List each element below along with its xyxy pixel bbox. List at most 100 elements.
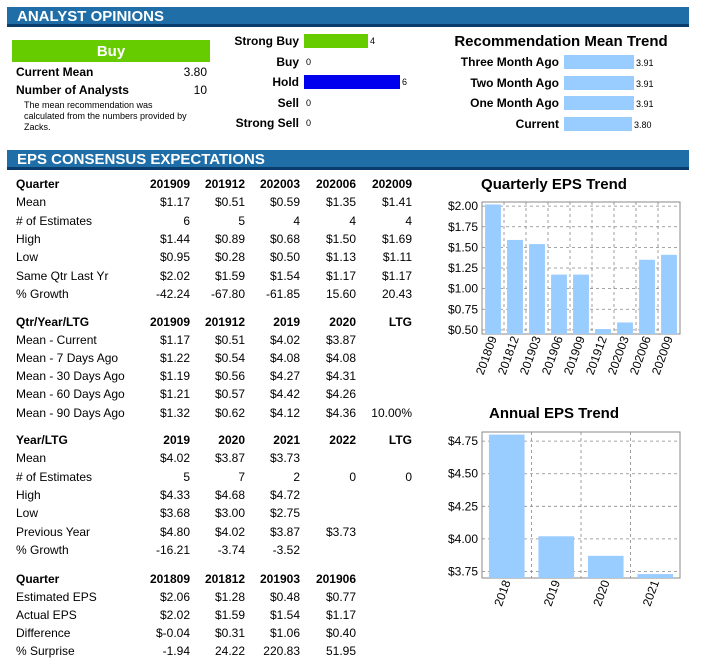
table-cell: -67.80 (210, 286, 245, 301)
table-cell: 0 (405, 469, 412, 484)
table-cell: $0.48 (269, 590, 300, 604)
table-cell: 7 (238, 469, 245, 484)
table-header: 201909 (149, 315, 190, 329)
row-label: Mean - 90 Days Ago (16, 405, 125, 420)
current-mean-value: 3.80 (183, 65, 207, 79)
bar (507, 239, 523, 334)
table-cell: $4.80 (159, 524, 190, 539)
y-tick-label: $1.25 (448, 261, 478, 275)
table-cell: $3.87 (325, 333, 356, 348)
table-cell: 5 (238, 213, 245, 228)
table-cell: $0.40 (325, 626, 356, 640)
bar (661, 254, 677, 334)
y-tick-label: $1.50 (448, 240, 478, 254)
table-cell: $3.87 (214, 451, 245, 466)
table-cell: 2 (293, 469, 300, 484)
table-cell: $4.27 (269, 369, 300, 384)
table-cell: 5 (183, 469, 190, 484)
y-tick-label: $1.75 (448, 220, 478, 234)
bar (637, 574, 674, 578)
table-cell: 0 (349, 469, 356, 484)
table-cell: 20.43 (381, 286, 412, 301)
table-cell: $4.08 (269, 351, 300, 366)
current-mean-label: Current Mean (16, 65, 94, 79)
table-header: 201906 (315, 572, 356, 586)
row-label: % Surprise (16, 644, 75, 658)
table-cell: $4.72 (269, 487, 300, 502)
table-header: Qtr/Year/LTG (16, 315, 90, 329)
row-label: Mean - 30 Days Ago (16, 369, 125, 384)
table-cell: $4.33 (159, 487, 190, 502)
y-tick-label: $4.75 (448, 434, 478, 448)
table-header: 2020 (329, 315, 356, 329)
table-cell: 4 (293, 213, 300, 228)
table-cell: $1.17 (159, 333, 190, 348)
row-label: Low (16, 506, 39, 521)
rec-count: 0 (306, 118, 312, 128)
table-header: LTG (388, 433, 412, 447)
rec-label: Hold (272, 75, 299, 89)
row-label: Difference (16, 626, 71, 640)
table-header: 202006 (315, 177, 356, 191)
table-cell: $1.06 (269, 626, 300, 640)
x-tick-label: 2020 (590, 578, 612, 608)
table-header: Year/LTG (16, 433, 68, 447)
table-cell: -16.21 (155, 542, 190, 557)
table-cell: 220.83 (263, 644, 300, 658)
bar (551, 274, 567, 334)
table-cell: $0.57 (214, 387, 245, 402)
table-cell: $3.68 (159, 506, 190, 521)
trend-title: Recommendation Mean Trend (454, 33, 668, 50)
rec-label: Buy (276, 54, 299, 69)
table-cell: $3.00 (214, 506, 245, 521)
rec-label: Strong Buy (234, 34, 299, 48)
y-tick-label: $0.75 (448, 302, 478, 316)
table-cell: -3.52 (272, 542, 300, 557)
row-label: Mean - 7 Days Ago (16, 351, 119, 366)
rec-label: Strong Sell (235, 116, 299, 130)
rec-bar (304, 34, 368, 48)
table-cell: $4.31 (325, 369, 356, 384)
bar (485, 204, 501, 334)
table-cell: -61.85 (265, 286, 300, 301)
x-tick-label: 2019 (541, 578, 563, 608)
bar (595, 329, 611, 334)
table-cell: $0.28 (214, 250, 245, 265)
annual-eps-chart: $3.75 $4.00 $4.25 $4.50 $4.75 2018 2019 2020 202… (448, 431, 681, 608)
table-header: 201809 (149, 572, 190, 586)
trend-bar (564, 96, 634, 110)
quarterly-chart-title: Quarterly EPS Trend (481, 176, 627, 193)
table-cell: $1.17 (159, 195, 190, 210)
table-cell: 4 (349, 213, 356, 228)
table-cell: $1.32 (159, 405, 190, 420)
row-label: Low (16, 250, 39, 265)
y-tick-label: $2.00 (448, 199, 478, 213)
table-cell: $2.75 (269, 506, 300, 521)
row-label: Previous Year (16, 524, 91, 539)
table-cell: $3.73 (325, 524, 356, 539)
table-cell: 15.60 (325, 286, 356, 301)
table-cell: $0.62 (214, 405, 245, 420)
table-header: 2022 (329, 433, 356, 447)
table-cell: $0.59 (269, 195, 300, 210)
row-label: Same Qtr Last Yr (16, 268, 109, 283)
table-cell: $0.56 (214, 369, 245, 384)
table-cell: $4.08 (325, 351, 356, 366)
table-header: 2019 (273, 315, 300, 329)
table-cell: $1.41 (381, 195, 412, 210)
table-cell: $4.68 (214, 487, 245, 502)
bar (488, 434, 525, 578)
table-cell: 10.00% (371, 405, 412, 420)
table-cell: $4.36 (325, 405, 356, 420)
trend-bar (564, 116, 633, 131)
table-cell: $2.02 (159, 268, 190, 283)
table-cell: $1.44 (159, 231, 190, 246)
trend-bar (564, 55, 634, 69)
table-header: 2019 (163, 433, 190, 447)
table-cell: 24.22 (214, 644, 245, 658)
trend-label: Three Month Ago (460, 55, 559, 69)
table-cell: $1.54 (269, 608, 300, 622)
table-cell: $1.17 (325, 268, 356, 283)
trend-value: 3.80 (634, 119, 652, 130)
table-cell: $4.12 (269, 405, 300, 420)
